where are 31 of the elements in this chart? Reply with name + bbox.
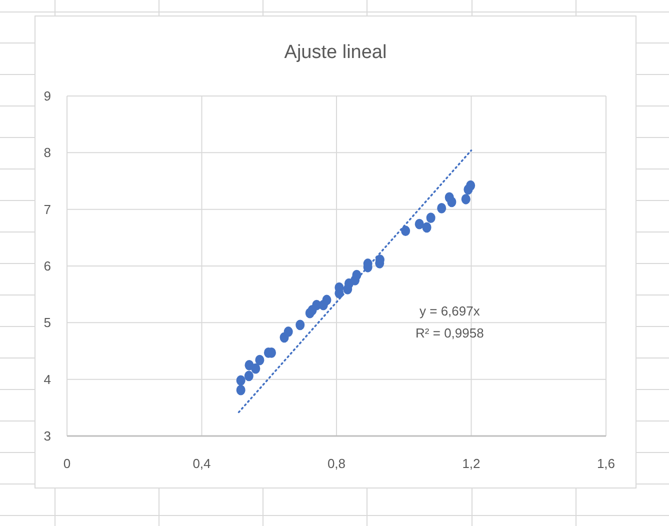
y-tick-label: 6: [44, 258, 51, 274]
point: [437, 203, 446, 214]
x-tick-label: 0,8: [327, 456, 346, 471]
point: [322, 294, 332, 306]
point: [296, 320, 305, 330]
y-tick-label: 3: [44, 428, 51, 444]
x-tick-label: 1,2: [462, 456, 480, 471]
point: [236, 375, 246, 386]
point: [284, 326, 293, 337]
y-tick-label: 8: [44, 145, 51, 160]
annotation: y = 6,697x: [420, 303, 480, 318]
point: [414, 218, 424, 230]
y-tick-label: 7: [44, 202, 51, 217]
point: [426, 212, 436, 224]
x-tick-label: 0: [63, 456, 71, 471]
point: [244, 370, 254, 382]
y-tick-label: 9: [44, 88, 51, 104]
point: [255, 354, 264, 366]
annotation: R² = 0,9958: [416, 325, 484, 340]
point: [447, 196, 456, 208]
point: [422, 222, 432, 233]
point: [401, 226, 410, 236]
chart-title: Ajuste lineal: [284, 42, 387, 63]
x-tick-label: 1,6: [596, 456, 616, 471]
y-tick-label: 4: [44, 372, 51, 387]
point: [236, 384, 246, 396]
x-tick-label: 0,4: [192, 456, 211, 471]
point: [466, 180, 476, 191]
y-tick-label: 5: [44, 315, 51, 330]
point: [251, 363, 260, 374]
point: [461, 194, 470, 204]
